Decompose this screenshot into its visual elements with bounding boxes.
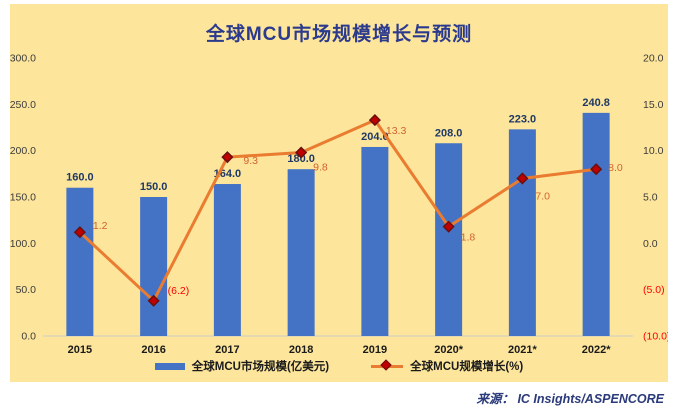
- bar-value-label: 223.0: [509, 113, 537, 125]
- right-axis-tick: 15.0: [643, 99, 664, 111]
- line-marker: [295, 146, 308, 159]
- bar-swatch-icon: [154, 362, 185, 370]
- line-marker: [221, 151, 234, 164]
- bar-2018: [287, 169, 315, 336]
- x-axis-label: 2015: [68, 344, 92, 356]
- x-axis-label: 2018: [289, 344, 313, 356]
- bar-value-label: 208.0: [435, 127, 463, 139]
- chart-title: 全球MCU市场规模增长与预测: [205, 24, 473, 45]
- bar-value-label: 150.0: [140, 181, 168, 193]
- legend: 全球MCU市场规模(亿美元) 全球MCU规模增长(%): [10, 358, 668, 374]
- line-value-label: 7.0: [535, 190, 550, 202]
- legend-item-growth: 全球MCU规模增长(%): [371, 358, 523, 374]
- line-value-label: (6.2): [168, 285, 190, 297]
- line-value-label: 1.2: [93, 220, 108, 232]
- right-axis-tick: 20.0: [643, 53, 664, 65]
- line-value-label: 8.0: [608, 162, 623, 174]
- right-axis-tick: 5.0: [643, 192, 658, 204]
- left-axis-tick: 150.0: [10, 192, 36, 204]
- line-value-label: 9.3: [243, 155, 258, 167]
- right-axis-tick: (10.0): [643, 331, 668, 343]
- chart-card: 300.0 250.0 200.0 150.0 100.0 50.0 0.0 20.0 15.0…: [10, 4, 668, 382]
- combo-chart-plot: 300.0 250.0 200.0 150.0 100.0 50.0 0.0 20.0 15.0…: [10, 53, 668, 357]
- right-axis-tick: 10.0: [643, 145, 664, 157]
- line-swatch-icon: [371, 358, 404, 371]
- line-marker: [73, 226, 86, 239]
- left-axis-tick: 200.0: [10, 145, 36, 157]
- growth-line: [78, 118, 597, 303]
- x-axis-label: 2017: [215, 344, 239, 356]
- bar-value-label: 204.0: [361, 131, 389, 143]
- bar-value-label: 240.8: [582, 97, 610, 109]
- right-axis-tick: 0.0: [643, 238, 658, 250]
- left-axis-tick: 100.0: [10, 238, 36, 250]
- legend-label-growth: 全球MCU规模增长(%): [410, 361, 524, 373]
- bar-value-label: 180.0: [287, 153, 315, 165]
- diamond-marker-icon: [380, 358, 392, 371]
- x-axis-label: 2016: [141, 344, 165, 356]
- line-value-label: 13.3: [386, 125, 407, 137]
- x-axis-label: 2022*: [582, 344, 611, 356]
- bar-2015: [66, 187, 94, 336]
- bar-2021*: [508, 129, 536, 336]
- source-caption: 来源： IC Insights/ASPENCORE: [476, 392, 664, 406]
- line-marker: [442, 220, 455, 233]
- legend-item-market-size: 全球MCU市场规模(亿美元): [154, 358, 330, 374]
- x-axis-label: 2020*: [434, 344, 463, 356]
- bar-2016: [140, 197, 168, 336]
- line-marker: [368, 114, 381, 127]
- line-marker: [147, 294, 160, 307]
- left-axis-tick: 300.0: [10, 53, 36, 65]
- line-value-label: 1.8: [461, 232, 476, 244]
- x-axis-label: 2021*: [508, 344, 537, 356]
- left-axis-tick: 250.0: [10, 99, 36, 111]
- x-axis-label: 2019: [363, 344, 387, 356]
- bar-2019: [361, 146, 389, 336]
- bar-2020*: [435, 143, 463, 336]
- bar-value-label: 160.0: [66, 172, 94, 184]
- legend-label-market-size: 全球MCU市场规模(亿美元): [191, 361, 330, 373]
- left-axis-tick: 0.0: [21, 331, 36, 343]
- bar-2022*: [582, 112, 610, 336]
- line-marker: [516, 172, 529, 185]
- line-marker: [590, 163, 603, 176]
- line-value-label: 9.8: [313, 162, 328, 174]
- right-axis-tick: (5.0): [643, 284, 665, 296]
- left-axis-tick: 50.0: [16, 284, 37, 296]
- bar-2017: [213, 184, 241, 336]
